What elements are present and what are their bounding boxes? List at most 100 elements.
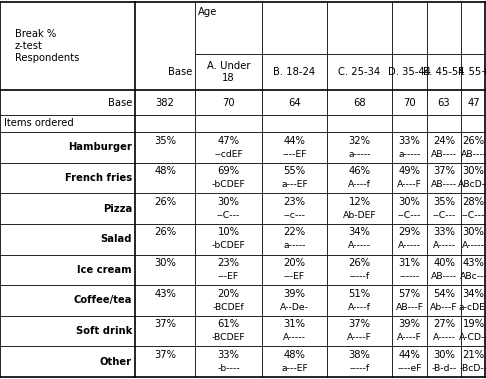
Text: Base: Base	[168, 67, 192, 77]
Text: Items ordered: Items ordered	[4, 119, 74, 128]
Text: 30%: 30%	[463, 227, 485, 238]
Text: Age: Age	[198, 7, 217, 17]
Text: 69%: 69%	[217, 166, 240, 176]
Text: Ab---F: Ab---F	[430, 303, 458, 312]
Text: 51%: 51%	[348, 289, 370, 299]
Text: 37%: 37%	[433, 166, 455, 176]
Text: --C---: --C---	[433, 211, 456, 220]
Text: AB----: AB----	[431, 180, 457, 189]
Text: A-----: A-----	[433, 241, 455, 251]
Text: AB---F: AB---F	[396, 303, 423, 312]
Text: 55%: 55%	[283, 166, 306, 176]
Text: 30%: 30%	[154, 258, 176, 268]
Text: AB----: AB----	[431, 150, 457, 158]
Text: C. 25-34: C. 25-34	[338, 67, 381, 77]
Text: 31%: 31%	[399, 258, 420, 268]
Text: Soft drink: Soft drink	[76, 326, 132, 336]
Text: B. 18-24: B. 18-24	[274, 67, 315, 77]
Text: --C---: --C---	[462, 211, 485, 220]
Text: Salad: Salad	[101, 234, 132, 244]
Text: a-----: a-----	[398, 150, 421, 158]
Text: D. 35-44: D. 35-44	[388, 67, 431, 77]
Text: 57%: 57%	[399, 289, 420, 299]
Text: Ice cream: Ice cream	[77, 265, 132, 275]
Text: 30%: 30%	[433, 350, 455, 360]
Text: a-----: a-----	[348, 150, 371, 158]
Text: -BcD--: -BcD--	[459, 364, 486, 373]
Text: A-----: A-----	[348, 241, 371, 251]
Text: 30%: 30%	[218, 197, 240, 207]
Text: 34%: 34%	[463, 289, 485, 299]
Text: 33%: 33%	[399, 136, 420, 146]
Text: 40%: 40%	[433, 258, 455, 268]
Text: 32%: 32%	[348, 136, 370, 146]
Text: 64: 64	[288, 97, 301, 108]
Text: 22%: 22%	[283, 227, 306, 238]
Text: A----F: A----F	[347, 333, 372, 342]
Text: AB----: AB----	[431, 272, 457, 281]
Text: A-CD--: A-CD--	[459, 333, 486, 342]
Text: ------: ------	[399, 272, 419, 281]
Text: 48%: 48%	[154, 166, 176, 176]
Text: A----f: A----f	[348, 180, 371, 189]
Text: 29%: 29%	[399, 227, 420, 238]
Text: a-cDE-: a-cDE-	[458, 303, 486, 312]
Text: 20%: 20%	[283, 258, 306, 268]
Text: A-----: A-----	[398, 241, 421, 251]
Text: ----eF: ----eF	[397, 364, 422, 373]
Text: ---EF: ---EF	[218, 272, 239, 281]
Text: ----EF: ----EF	[282, 150, 307, 158]
Text: Hamburger: Hamburger	[68, 142, 132, 152]
Text: Base: Base	[107, 97, 132, 108]
Text: Pizza: Pizza	[103, 204, 132, 213]
Text: A-----: A-----	[433, 333, 455, 342]
Text: a---EF: a---EF	[281, 180, 308, 189]
Text: 48%: 48%	[283, 350, 305, 360]
Text: 33%: 33%	[218, 350, 240, 360]
Text: A-----: A-----	[283, 333, 306, 342]
Text: 44%: 44%	[399, 350, 420, 360]
Text: 23%: 23%	[283, 197, 306, 207]
Text: 35%: 35%	[433, 197, 455, 207]
Text: Ab-DEF: Ab-DEF	[343, 211, 376, 220]
Text: 47: 47	[467, 97, 480, 108]
Text: -bCDEF: -bCDEF	[211, 180, 245, 189]
Text: 30%: 30%	[399, 197, 420, 207]
Text: 37%: 37%	[348, 319, 370, 329]
Text: 37%: 37%	[154, 350, 176, 360]
Text: 46%: 46%	[348, 166, 370, 176]
Text: 12%: 12%	[348, 197, 370, 207]
Text: 26%: 26%	[154, 197, 176, 207]
Text: ABcD--: ABcD--	[458, 180, 486, 189]
Text: 26%: 26%	[463, 136, 485, 146]
Text: 39%: 39%	[283, 289, 306, 299]
Text: 61%: 61%	[217, 319, 240, 329]
Text: 49%: 49%	[399, 166, 420, 176]
Text: 24%: 24%	[433, 136, 455, 146]
Text: 63: 63	[438, 97, 451, 108]
Text: 31%: 31%	[283, 319, 306, 329]
Text: A--De-: A--De-	[280, 303, 309, 312]
Text: A-----: A-----	[462, 241, 485, 251]
Text: F. 55+: F. 55+	[458, 67, 486, 77]
Text: -----f: -----f	[349, 364, 369, 373]
Text: -B-d--: -B-d--	[432, 364, 457, 373]
Text: 27%: 27%	[433, 319, 455, 329]
Text: 382: 382	[156, 97, 174, 108]
Text: 33%: 33%	[433, 227, 455, 238]
Text: E. 45-54: E. 45-54	[423, 67, 465, 77]
Text: 47%: 47%	[218, 136, 240, 146]
Text: -bCDEF: -bCDEF	[211, 241, 245, 251]
Text: 34%: 34%	[348, 227, 370, 238]
Text: 43%: 43%	[463, 258, 485, 268]
Text: AB----: AB----	[460, 150, 486, 158]
Text: 70: 70	[222, 97, 235, 108]
Text: 44%: 44%	[283, 136, 305, 146]
Text: -BCDEf: -BCDEf	[213, 303, 244, 312]
Text: --C---: --C---	[398, 211, 421, 220]
Text: 23%: 23%	[218, 258, 240, 268]
Text: 26%: 26%	[348, 258, 370, 268]
Text: 54%: 54%	[433, 289, 455, 299]
Text: 21%: 21%	[463, 350, 485, 360]
Text: 20%: 20%	[218, 289, 240, 299]
